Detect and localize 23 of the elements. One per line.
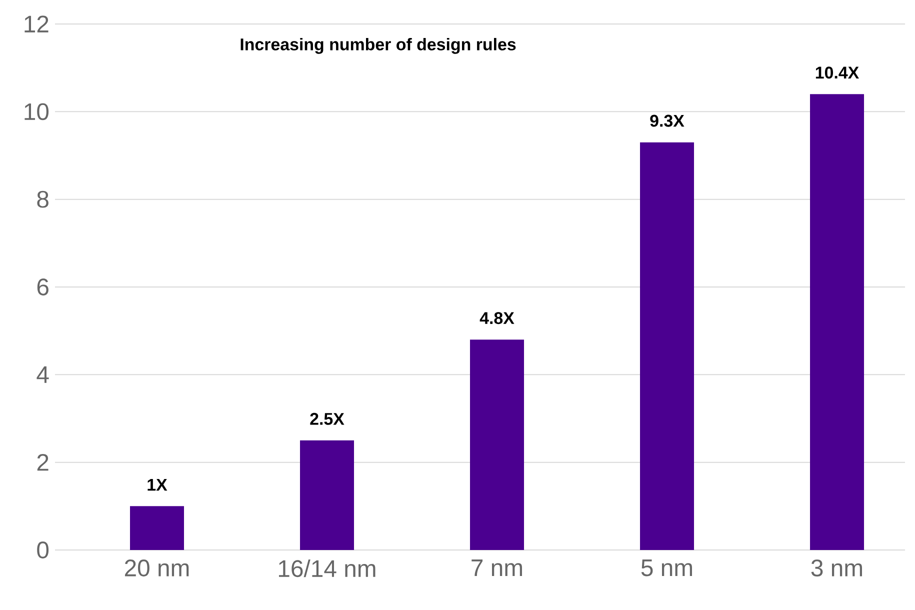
bar <box>470 340 524 550</box>
data-label: 9.3X <box>650 114 684 127</box>
data-label: 2.5X <box>310 412 344 425</box>
y-tick-label: 6 <box>37 278 48 296</box>
bar <box>640 142 694 550</box>
x-tick-label: 16/14 nm <box>278 560 376 578</box>
y-tick-label: 12 <box>24 16 48 32</box>
bar <box>810 94 864 550</box>
data-label: 10.4X <box>816 66 859 79</box>
x-tick-label: 3 nm <box>811 560 862 576</box>
y-tick-label: 2 <box>37 454 48 471</box>
x-tick-label: 7 nm <box>472 560 522 576</box>
y-tick-label: 0 <box>37 542 49 558</box>
y-tick-label: 8 <box>37 190 48 208</box>
text: Increasing number of design rules <box>240 38 516 54</box>
data-label: 1X <box>148 478 168 491</box>
y-tick-label: 4 <box>36 366 49 383</box>
bar <box>300 440 354 550</box>
data-label: 4.8X <box>480 312 514 324</box>
y-tick-label: 10 <box>24 103 49 120</box>
x-tick-label: 5 nm <box>641 560 692 576</box>
x-tick-label: 20 nm <box>124 560 189 576</box>
bar <box>130 506 184 550</box>
